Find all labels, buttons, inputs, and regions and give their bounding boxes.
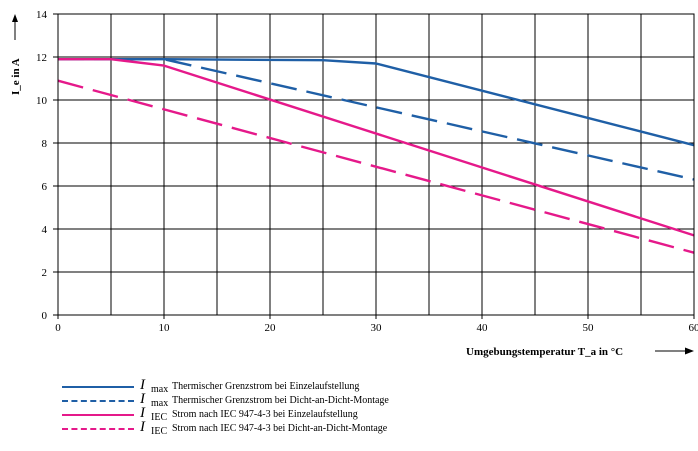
- legend-symbol: I: [140, 377, 145, 393]
- legend-swatch: [62, 386, 134, 388]
- legend-swatch: [62, 414, 134, 416]
- y-axis-arrowhead: [12, 14, 18, 22]
- x-tick-label: 0: [55, 322, 61, 334]
- legend-label: Thermischer Grenzstrom bei Dicht-an-Dich…: [172, 395, 389, 406]
- y-tick-label: 14: [36, 9, 48, 21]
- y-tick-label: 10: [36, 95, 48, 107]
- legend-label: Strom nach IEC 947-4-3 bei Einzelaufstel…: [172, 409, 358, 420]
- legend-label: Thermischer Grenzstrom bei Einzelaufstel…: [172, 381, 360, 392]
- series-line: [58, 58, 695, 237]
- tick-labels: 0 2 4 6 8 10 12 14 0 10 20 30 40 50 60: [36, 9, 698, 334]
- legend-entry: I IEC Strom nach IEC 947-4-3 bei Einzela…: [62, 405, 662, 423]
- legend-entry: I IEC Strom nach IEC 947-4-3 bei Dicht-a…: [62, 419, 662, 437]
- legend-subscript: IEC: [151, 412, 168, 423]
- y-tick-label: 4: [42, 224, 48, 236]
- x-tick-label: 10: [159, 322, 171, 334]
- legend-entry: I max Thermischer Grenzstrom bei Einzela…: [62, 377, 662, 395]
- series-line: [58, 58, 695, 147]
- series-lines: [57, 58, 695, 254]
- y-tick-label: 0: [42, 310, 48, 322]
- legend-subscript: max: [151, 384, 169, 395]
- legend-swatch: [62, 428, 134, 430]
- legend-symbol: I: [140, 419, 145, 435]
- legend-subscript: max: [151, 398, 169, 409]
- x-axis-arrowhead: [685, 347, 694, 355]
- x-tick-label: 50: [583, 322, 595, 334]
- legend-swatch: [62, 400, 134, 402]
- x-tick-label: 60: [689, 322, 698, 334]
- legend-subscript: IEC: [151, 426, 168, 437]
- chart: 0 2 4 6 8 10 12 14 0 10 20 30 40 50 60 I_e in A Umgebu…: [10, 9, 698, 358]
- x-tick-label: 20: [265, 322, 277, 334]
- series-line: [58, 58, 695, 181]
- legend-symbol: I: [140, 405, 145, 421]
- legend-entry: I max Thermischer Grenzstrom bei Dicht-a…: [62, 391, 662, 409]
- y-tick-label: 8: [42, 138, 48, 150]
- legend-symbol: I: [140, 391, 145, 407]
- x-tick-label: 30: [371, 322, 383, 334]
- legend-label: Strom nach IEC 947-4-3 bei Dicht-an-Dich…: [172, 423, 388, 434]
- legend: I max Thermischer Grenzstrom bei Einzela…: [62, 377, 662, 437]
- y-tick-label: 2: [42, 267, 48, 279]
- y-tick-label: 12: [36, 52, 47, 64]
- y-tick-label: 6: [42, 181, 48, 193]
- x-axis-label: Umgebungstemperatur T_a in °C: [466, 346, 623, 358]
- x-tick-label: 40: [477, 322, 489, 334]
- series-line: [57, 79, 695, 254]
- y-axis-label: I_e in A: [10, 58, 22, 95]
